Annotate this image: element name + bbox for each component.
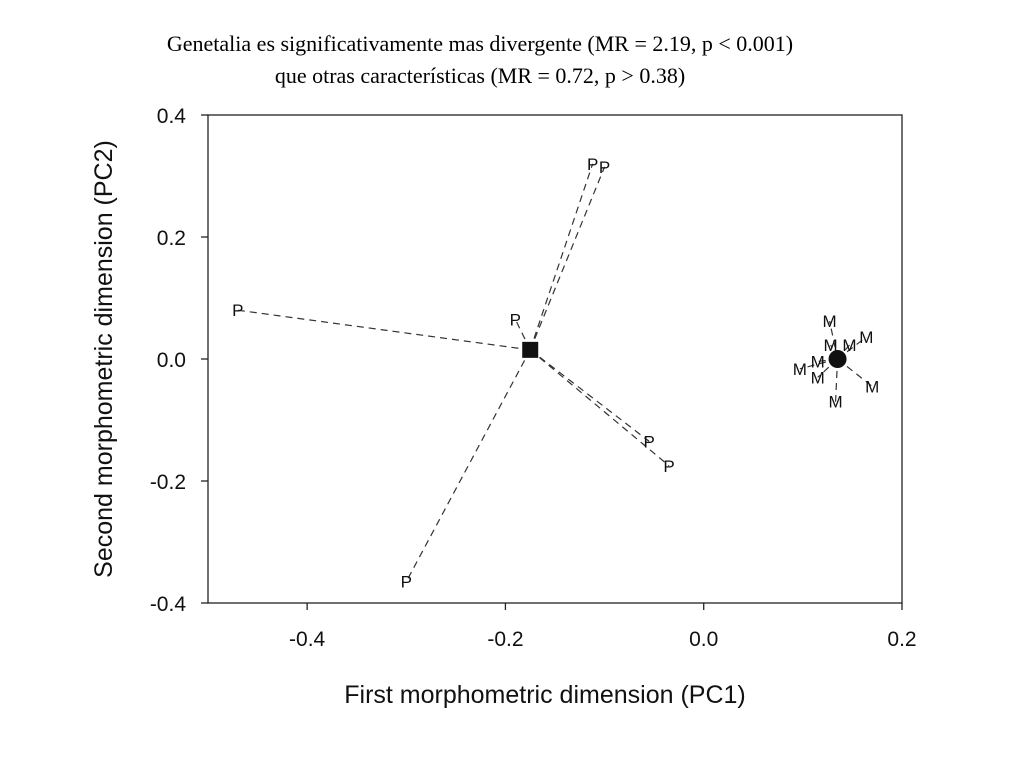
- data-point-p: P: [401, 573, 412, 592]
- centroid-link-line: [405, 349, 531, 582]
- y-tick-label: 0.2: [157, 227, 186, 250]
- axis-ticks: -0.4 -0.2 0.0 0.2 0.4 0.2 0.0 -0.2 -0.4: [150, 105, 917, 651]
- data-point-p: P: [510, 310, 521, 329]
- data-point-m: M: [823, 312, 837, 331]
- x-tick-label: -0.4: [289, 628, 326, 651]
- centroids: [522, 341, 847, 368]
- data-point-m: M: [828, 393, 842, 412]
- data-point-m: M: [865, 377, 879, 396]
- chart-title-line-2: que otras características (MR = 0.72, p …: [274, 63, 686, 88]
- centroid-link-line: [529, 349, 670, 467]
- centroid-link-line: [237, 309, 531, 351]
- centroid-links: [237, 163, 873, 582]
- data-point-m: M: [859, 328, 873, 347]
- centroid-link-line: [529, 163, 594, 351]
- data-point-m: M: [811, 368, 825, 387]
- data-point-p: P: [232, 301, 243, 320]
- centroid-link-line: [529, 349, 650, 442]
- data-point-p: P: [587, 155, 598, 174]
- y-tick-label: -0.2: [150, 471, 186, 494]
- data-point-m: M: [811, 352, 825, 371]
- data-point-m: M: [842, 336, 856, 355]
- x-tick-label: 0.2: [887, 628, 916, 651]
- data-point-p: P: [644, 432, 655, 451]
- centroid-link-line: [529, 166, 606, 351]
- x-tick-label: -0.2: [487, 628, 523, 651]
- data-point-p: P: [663, 457, 674, 476]
- data-point-m: M: [824, 336, 838, 355]
- centroid-square-marker: [522, 341, 539, 358]
- x-axis-label: First morphometric dimension (PC1): [344, 681, 746, 709]
- chart-title-line-1: Genetalia es significativamente mas dive…: [166, 31, 794, 56]
- centroid-link-line: [837, 358, 873, 387]
- y-tick-label: -0.4: [150, 593, 187, 616]
- y-tick-label: 0.0: [157, 349, 186, 372]
- x-tick-label: 0.0: [689, 628, 718, 651]
- centroid-circle-marker: [828, 350, 847, 368]
- data-point-p: P: [599, 158, 610, 177]
- y-tick-label: 0.4: [157, 105, 187, 128]
- data-point-m: M: [793, 360, 807, 379]
- y-axis-label: Second morphometric dimension (PC2): [90, 140, 118, 578]
